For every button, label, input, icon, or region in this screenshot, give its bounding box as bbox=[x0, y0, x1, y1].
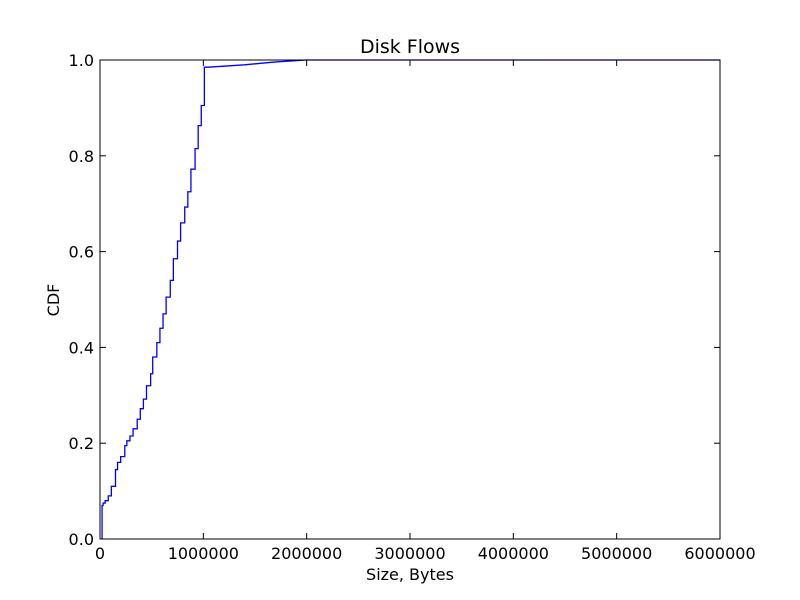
x-axis-title: Size, Bytes bbox=[366, 565, 454, 584]
y-tick-label: 0.0 bbox=[69, 530, 94, 549]
x-tick-label: 4000000 bbox=[478, 544, 549, 563]
x-tick-label: 3000000 bbox=[374, 544, 445, 563]
x-tick-label: 2000000 bbox=[271, 544, 342, 563]
plot-area: 0 1000000 2000000 3000000 4000000 5000000 6000… bbox=[69, 51, 756, 563]
y-tick-label: 0.2 bbox=[69, 434, 94, 453]
chart-title: Disk Flows bbox=[360, 36, 460, 58]
y-tick-label: 0.6 bbox=[69, 243, 94, 262]
y-tick-label: 1.0 bbox=[69, 51, 94, 70]
x-tick-label: 0 bbox=[95, 544, 105, 563]
x-tick-label: 5000000 bbox=[581, 544, 652, 563]
y-tick-label: 0.8 bbox=[69, 147, 94, 166]
cdf-series-line-0 bbox=[101, 59, 720, 539]
y-axis-title: CDF bbox=[44, 284, 63, 317]
y-tick-label: 0.4 bbox=[69, 338, 94, 357]
x-tick-label: 6000000 bbox=[684, 544, 755, 563]
x-tick-label: 1000000 bbox=[168, 544, 239, 563]
